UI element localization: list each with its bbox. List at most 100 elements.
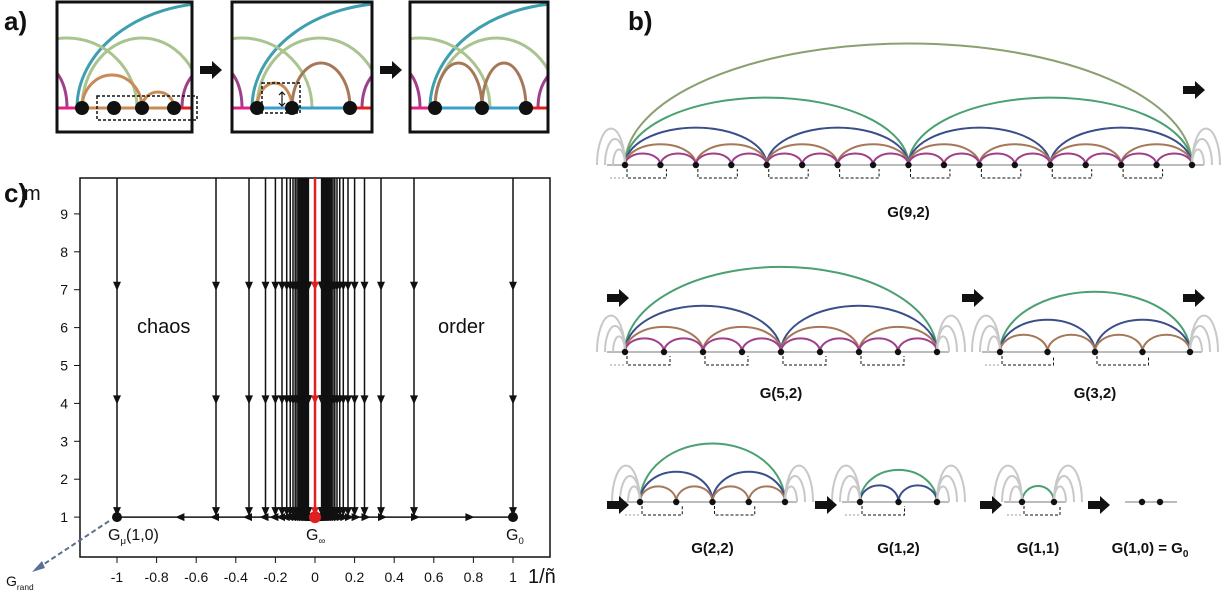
node <box>738 348 746 356</box>
arc <box>942 152 981 166</box>
panel-a-box <box>230 0 374 134</box>
arc <box>780 325 860 353</box>
flow-arrow <box>410 395 418 405</box>
node <box>636 498 644 506</box>
y-tick-label: 9 <box>60 206 68 222</box>
arc <box>936 314 966 353</box>
node <box>933 498 941 506</box>
arrow <box>380 61 402 79</box>
label-text: G(1,0) = G <box>1112 540 1183 557</box>
graph-label: G(3,2) <box>1074 385 1117 402</box>
dashed-bracket <box>980 169 1022 179</box>
arc <box>831 464 861 503</box>
arc <box>232 71 244 109</box>
node <box>519 101 533 115</box>
arc <box>999 333 1049 353</box>
node <box>692 161 700 169</box>
graph-label: G(9,2) <box>887 204 930 221</box>
arc <box>480 61 528 109</box>
selection <box>261 82 301 114</box>
arc <box>711 485 750 503</box>
arc <box>993 464 1023 503</box>
fixed-point <box>309 511 321 524</box>
node <box>855 348 863 356</box>
node <box>781 498 789 506</box>
arc <box>75 2 192 109</box>
node <box>856 498 864 506</box>
panel-a-box <box>408 0 550 134</box>
arc <box>1094 318 1191 353</box>
arc <box>858 337 899 353</box>
node <box>1117 161 1125 169</box>
node <box>1188 161 1196 169</box>
arc <box>639 442 786 503</box>
arc <box>675 485 714 503</box>
arc <box>897 337 938 353</box>
label-rest: (1,0) <box>126 527 159 544</box>
arc <box>1094 333 1144 353</box>
x-tick-label: 1 <box>509 569 517 585</box>
y-tick-label: 3 <box>60 433 68 449</box>
arc <box>765 152 804 166</box>
node <box>1044 348 1051 356</box>
panel-label: a) <box>4 6 27 36</box>
flow-arrow <box>245 507 253 517</box>
arc <box>836 143 910 166</box>
arc <box>978 152 1016 166</box>
arrow <box>1183 289 1205 307</box>
box-content <box>57 2 192 115</box>
arc <box>624 126 768 166</box>
frame <box>408 0 550 134</box>
node <box>933 348 941 356</box>
arc <box>858 325 938 353</box>
node <box>798 161 806 169</box>
dashed-bracket <box>1051 169 1093 179</box>
flow-arrow <box>311 281 319 291</box>
flow-arrow <box>350 507 359 517</box>
dashed-bracket <box>1122 169 1164 179</box>
flow-arrow <box>113 281 121 291</box>
label-base: G <box>306 527 318 544</box>
flow-arrow <box>304 281 313 291</box>
y-tick-label: 5 <box>60 358 68 374</box>
dashed-bracket <box>1001 356 1054 366</box>
node <box>428 101 442 115</box>
node <box>1156 498 1164 506</box>
x-tick-label: -1 <box>111 569 124 585</box>
arc <box>971 314 1001 353</box>
arc <box>907 96 1193 166</box>
flow-arrow <box>113 395 121 405</box>
y-tick-label: 2 <box>60 471 68 487</box>
region-label: chaos <box>137 316 190 338</box>
region-label: order <box>438 316 485 338</box>
label-sub: 0 <box>518 536 523 547</box>
arc <box>999 290 1191 353</box>
flow-arrow <box>509 395 517 405</box>
x-tick-label: -0.2 <box>263 569 287 585</box>
arc <box>801 152 839 166</box>
arc <box>1120 143 1193 166</box>
arc <box>624 143 697 166</box>
graph-label: G(2,2) <box>691 540 734 557</box>
arc <box>859 468 938 503</box>
point-label: G0 <box>506 527 524 547</box>
flow-arrow <box>360 281 369 291</box>
label-text: G(1,1) <box>1017 540 1060 557</box>
flow-arrow <box>377 281 385 291</box>
point-label: Grand <box>6 573 34 592</box>
node <box>107 101 121 115</box>
node <box>1091 348 1099 356</box>
label-text: G(5,2) <box>760 385 803 402</box>
arc <box>360 73 372 109</box>
label-text: G(9,2) <box>887 204 930 221</box>
point-label: Gμ(1,0) <box>108 527 159 547</box>
arc <box>711 470 786 503</box>
node <box>1047 161 1054 169</box>
x-tick-label: -0.4 <box>224 569 248 585</box>
arc <box>978 143 1052 166</box>
y-axis-label: m <box>24 183 41 205</box>
box-content <box>232 2 372 115</box>
dashed-bracket <box>910 169 951 179</box>
flow-arrow <box>245 395 253 405</box>
